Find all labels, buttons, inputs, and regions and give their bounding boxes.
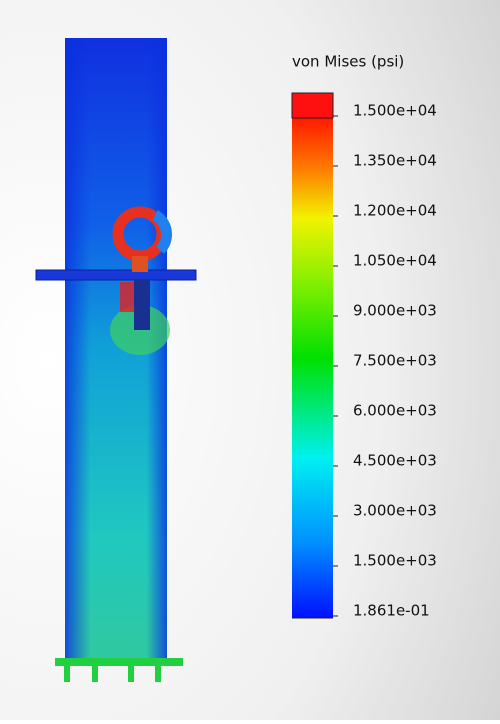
legend-label: 1.050e+04	[353, 252, 437, 270]
legend-label: 7.500e+03	[353, 352, 437, 370]
legend-label: 3.000e+03	[353, 502, 437, 520]
legend-label: 9.000e+03	[353, 302, 437, 320]
legend-title: von Mises (psi)	[292, 53, 404, 71]
legend: von Mises (psi) 1.500e+04 1.350e+04 1.200e…	[291, 53, 437, 620]
legend-labels: 1.500e+04 1.350e+04 1.200e+04 1.050e+04 9.00…	[333, 102, 437, 620]
legend-label: 1.500e+03	[353, 552, 437, 570]
model	[35, 38, 197, 682]
legend-label: 1.500e+04	[353, 102, 437, 120]
legend-label: 1.350e+04	[353, 152, 437, 170]
legend-label: 1.200e+04	[353, 202, 437, 220]
color-scale	[292, 118, 333, 618]
legend-label: 6.000e+03	[353, 402, 437, 420]
legend-label: 4.500e+03	[353, 452, 437, 470]
legend-label: 1.861e-01	[353, 602, 430, 620]
over-range-cap	[291, 92, 334, 119]
